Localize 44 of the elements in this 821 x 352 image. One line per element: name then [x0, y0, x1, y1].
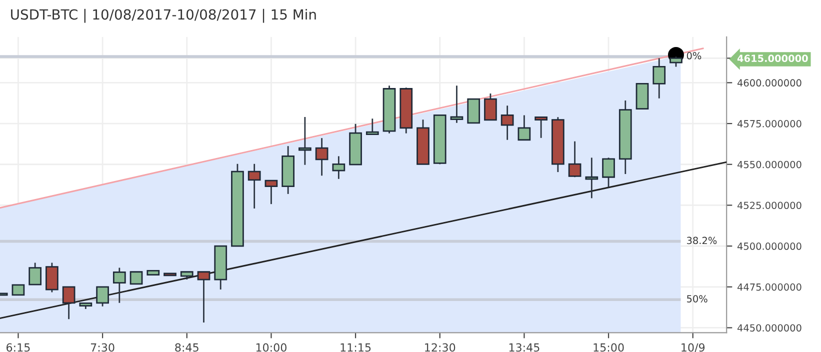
y-tick-label: 4450.000000	[737, 324, 802, 332]
candlestick	[602, 156, 615, 188]
candlestick	[534, 116, 548, 139]
candlestick	[500, 104, 514, 141]
annotation: 50%	[687, 295, 708, 302]
y-tick-label: 4600.000000	[737, 79, 802, 87]
chart-title: USDT-BTC | 10/08/2017-10/08/2017 | 15 Min	[11, 8, 316, 23]
y-tick-label: 4525.000000	[737, 202, 802, 210]
x-tick-label: 8:45	[175, 343, 198, 352]
y-tick-label: 4475.000000	[737, 283, 802, 291]
x-tick-label: 7:30	[90, 343, 114, 352]
y-tick-label: 4550.000000	[737, 160, 802, 168]
x-tick-label: 15:00	[594, 343, 624, 352]
y-tick-label: 4500.000000	[737, 242, 802, 250]
y-tick-label: 4615.000000	[737, 54, 808, 62]
candlestick	[248, 163, 261, 210]
candlestick	[518, 114, 531, 141]
candlestick	[568, 140, 582, 178]
x-tick-label: 10:00	[256, 343, 286, 352]
candlestick	[467, 98, 480, 124]
candlestick	[264, 180, 278, 205]
x-tick-label: 11:15	[340, 343, 371, 352]
annotation: 38.2%	[687, 236, 717, 244]
candlestick	[332, 156, 346, 180]
candlestick	[450, 84, 464, 124]
x-tick-label: 12:30	[425, 343, 456, 352]
annotation: 0%	[686, 52, 702, 60]
candlestick	[298, 116, 312, 166]
candlestick	[12, 284, 25, 296]
candlestick	[112, 267, 126, 304]
candlestick	[96, 286, 109, 308]
candlestick	[366, 118, 379, 136]
candlestick	[28, 262, 42, 286]
candlestick	[585, 156, 598, 199]
x-tick-label: 6:15	[6, 343, 30, 352]
x-tick-label: 13:45	[509, 343, 540, 352]
candlestick	[197, 271, 210, 324]
candlestick	[46, 262, 58, 293]
candlestick	[484, 92, 497, 121]
candlestick	[130, 271, 143, 285]
candlestick	[62, 286, 76, 320]
candlestick	[315, 137, 328, 176]
y-tick-label: 4575.000000	[737, 120, 802, 128]
candlestick	[652, 58, 666, 100]
